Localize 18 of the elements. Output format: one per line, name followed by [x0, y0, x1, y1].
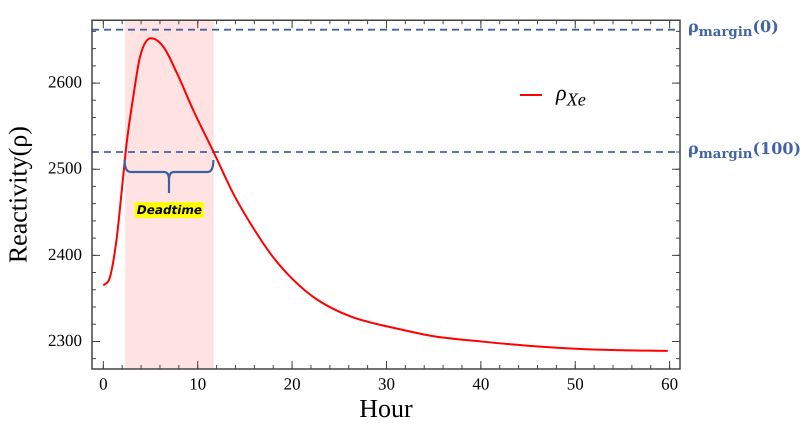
ref-line-label: ρ$_{margin}$(0)	[688, 16, 779, 40]
y-axis-title: Reactivity(ρ)	[3, 126, 32, 264]
x-tick-label: 30	[378, 374, 395, 394]
y-tick-label: 2600	[48, 72, 82, 92]
x-tick-label: 60	[661, 374, 678, 394]
band-label: Deadtime	[134, 202, 204, 218]
x-tick-label: 20	[284, 374, 301, 394]
x-tick-label: 10	[189, 374, 206, 394]
x-axis-title: Hour	[359, 394, 414, 424]
legend-label: ρ$_{Xe}$	[556, 80, 586, 111]
x-tick-label: 50	[566, 374, 584, 394]
line-series	[102, 37, 669, 352]
y-tick-label: 2300	[48, 330, 82, 350]
ref-line-label: ρ$_{margin}$(100)	[688, 138, 802, 162]
y-tick-label: 2500	[48, 158, 82, 178]
x-tick-label: 0	[99, 374, 108, 394]
y-tick-label: 2400	[48, 244, 82, 264]
x-tick-label: 40	[472, 374, 490, 394]
